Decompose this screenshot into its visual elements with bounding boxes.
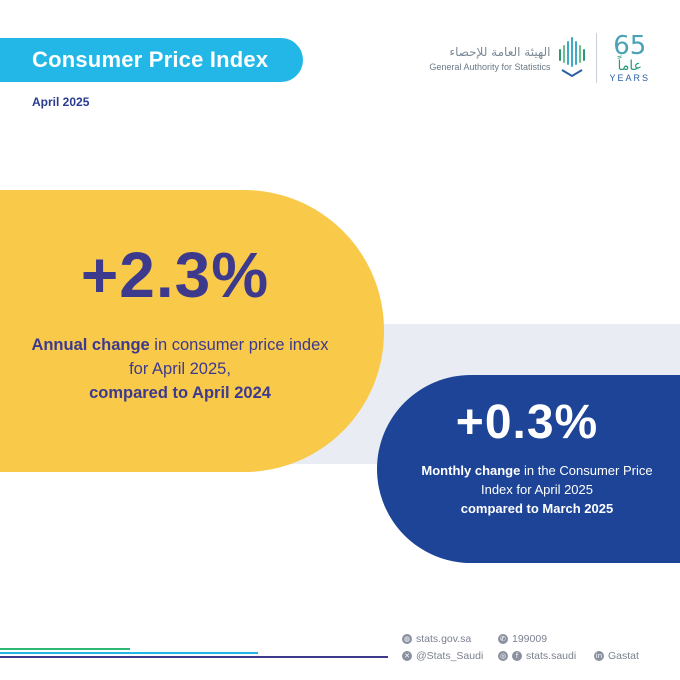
footer-contacts: ◍ stats.gov.sa ✆ 199009 ✕ @Stats_Saudi ◎… xyxy=(402,630,639,664)
anniversary-number: 65 xyxy=(613,31,647,61)
logo-english-name: General Authority for Statistics xyxy=(429,61,551,72)
facebook-text: stats.saudi xyxy=(526,649,577,662)
title-banner: Consumer Price Index xyxy=(0,38,303,82)
globe-icon: ◍ xyxy=(402,633,412,644)
logo-text: الهيئة العامة للإحصاء General Authority … xyxy=(429,45,550,72)
anniversary-years: YEARS xyxy=(609,73,650,83)
monthly-change-card: +0.3% Monthly change in the Consumer Pri… xyxy=(377,375,680,563)
annual-change-value: +2.3% xyxy=(80,239,270,311)
green-line xyxy=(0,648,130,650)
annual-desc-regular: in consumer price index for April 2025, xyxy=(129,336,329,378)
anniversary-arabic: عاماً xyxy=(617,58,642,74)
linkedin-link[interactable]: in Gastat xyxy=(594,650,639,662)
gastat-logo: الهيئة العامة للإحصاء General Authority … xyxy=(429,30,650,86)
annual-desc-bold-1: Annual change xyxy=(31,336,150,354)
monthly-desc-regular: in the Consumer Price Index for April 20… xyxy=(480,463,653,497)
phone-text: 199009 xyxy=(512,632,548,645)
website-text: stats.gov.sa xyxy=(416,632,472,645)
phone-link[interactable]: ✆ 199009 xyxy=(498,633,547,645)
facebook-link[interactable]: ◎ f stats.saudi xyxy=(498,650,594,662)
monthly-change-description: Monthly change in the Consumer Price Ind… xyxy=(407,461,667,518)
annual-change-description: Annual change in consumer price index fo… xyxy=(30,333,330,405)
linkedin-icon: in xyxy=(594,650,604,661)
instagram-icon: ◎ xyxy=(498,650,508,661)
gastat-emblem-icon xyxy=(559,37,586,78)
anniversary-badge: 65 عاماً YEARS xyxy=(609,33,650,83)
logo-divider xyxy=(596,33,598,83)
annual-change-card: +2.3% Annual change in consumer price in… xyxy=(0,190,384,472)
logo-arabic-name: الهيئة العامة للإحصاء xyxy=(449,44,551,59)
indigo-line xyxy=(0,656,388,658)
linkedin-text: Gastat xyxy=(608,649,639,662)
cyan-line xyxy=(0,652,258,654)
monthly-desc-bold-1: Monthly change xyxy=(421,463,521,478)
report-date: April 2025 xyxy=(32,95,90,109)
twitter-link[interactable]: ✕ @Stats_Saudi xyxy=(402,650,498,662)
phone-icon: ✆ xyxy=(498,633,508,644)
x-twitter-icon: ✕ xyxy=(402,650,412,661)
twitter-text: @Stats_Saudi xyxy=(416,649,484,662)
monthly-change-value: +0.3% xyxy=(455,396,599,449)
monthly-desc-bold-2: compared to March 2025 xyxy=(460,501,614,516)
website-link[interactable]: ◍ stats.gov.sa xyxy=(402,633,498,645)
annual-desc-bold-2: compared to April 2024 xyxy=(89,384,271,402)
page-title: Consumer Price Index xyxy=(32,47,269,72)
facebook-icon: f xyxy=(512,650,522,661)
